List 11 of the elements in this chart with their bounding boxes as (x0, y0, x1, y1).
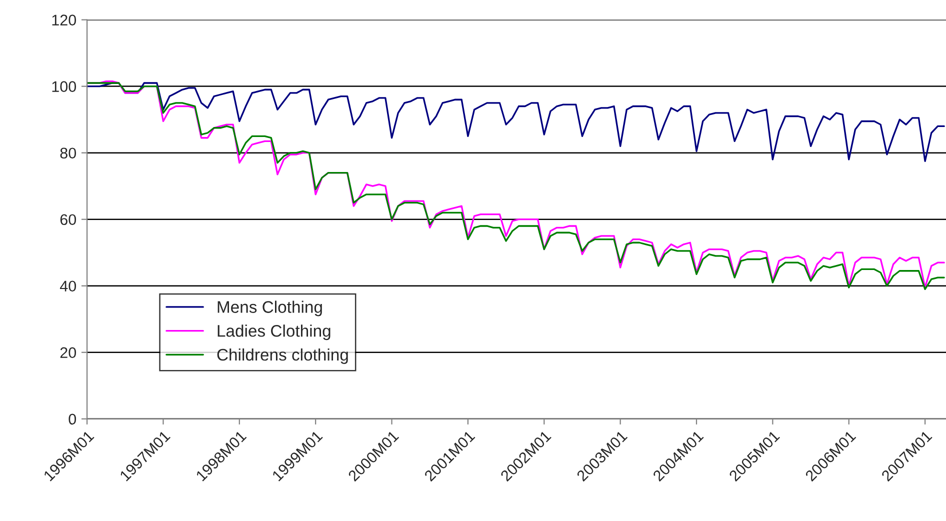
line-series (87, 82, 945, 162)
legend-label: Mens Clothing (218, 300, 322, 316)
y-tick-label: 100 (52, 81, 76, 92)
y-tick-label: 120 (52, 14, 76, 26)
legend-label: Ladies Clothing (218, 324, 330, 340)
y-tick-label: 80 (60, 148, 76, 159)
legend-label: Childrens clothing (217, 348, 348, 364)
y-tick-label: 60 (60, 214, 76, 226)
y-tick-label: 0 (68, 414, 76, 425)
y-tick-label: 20 (60, 347, 76, 358)
y-tick-label: 40 (60, 280, 76, 292)
